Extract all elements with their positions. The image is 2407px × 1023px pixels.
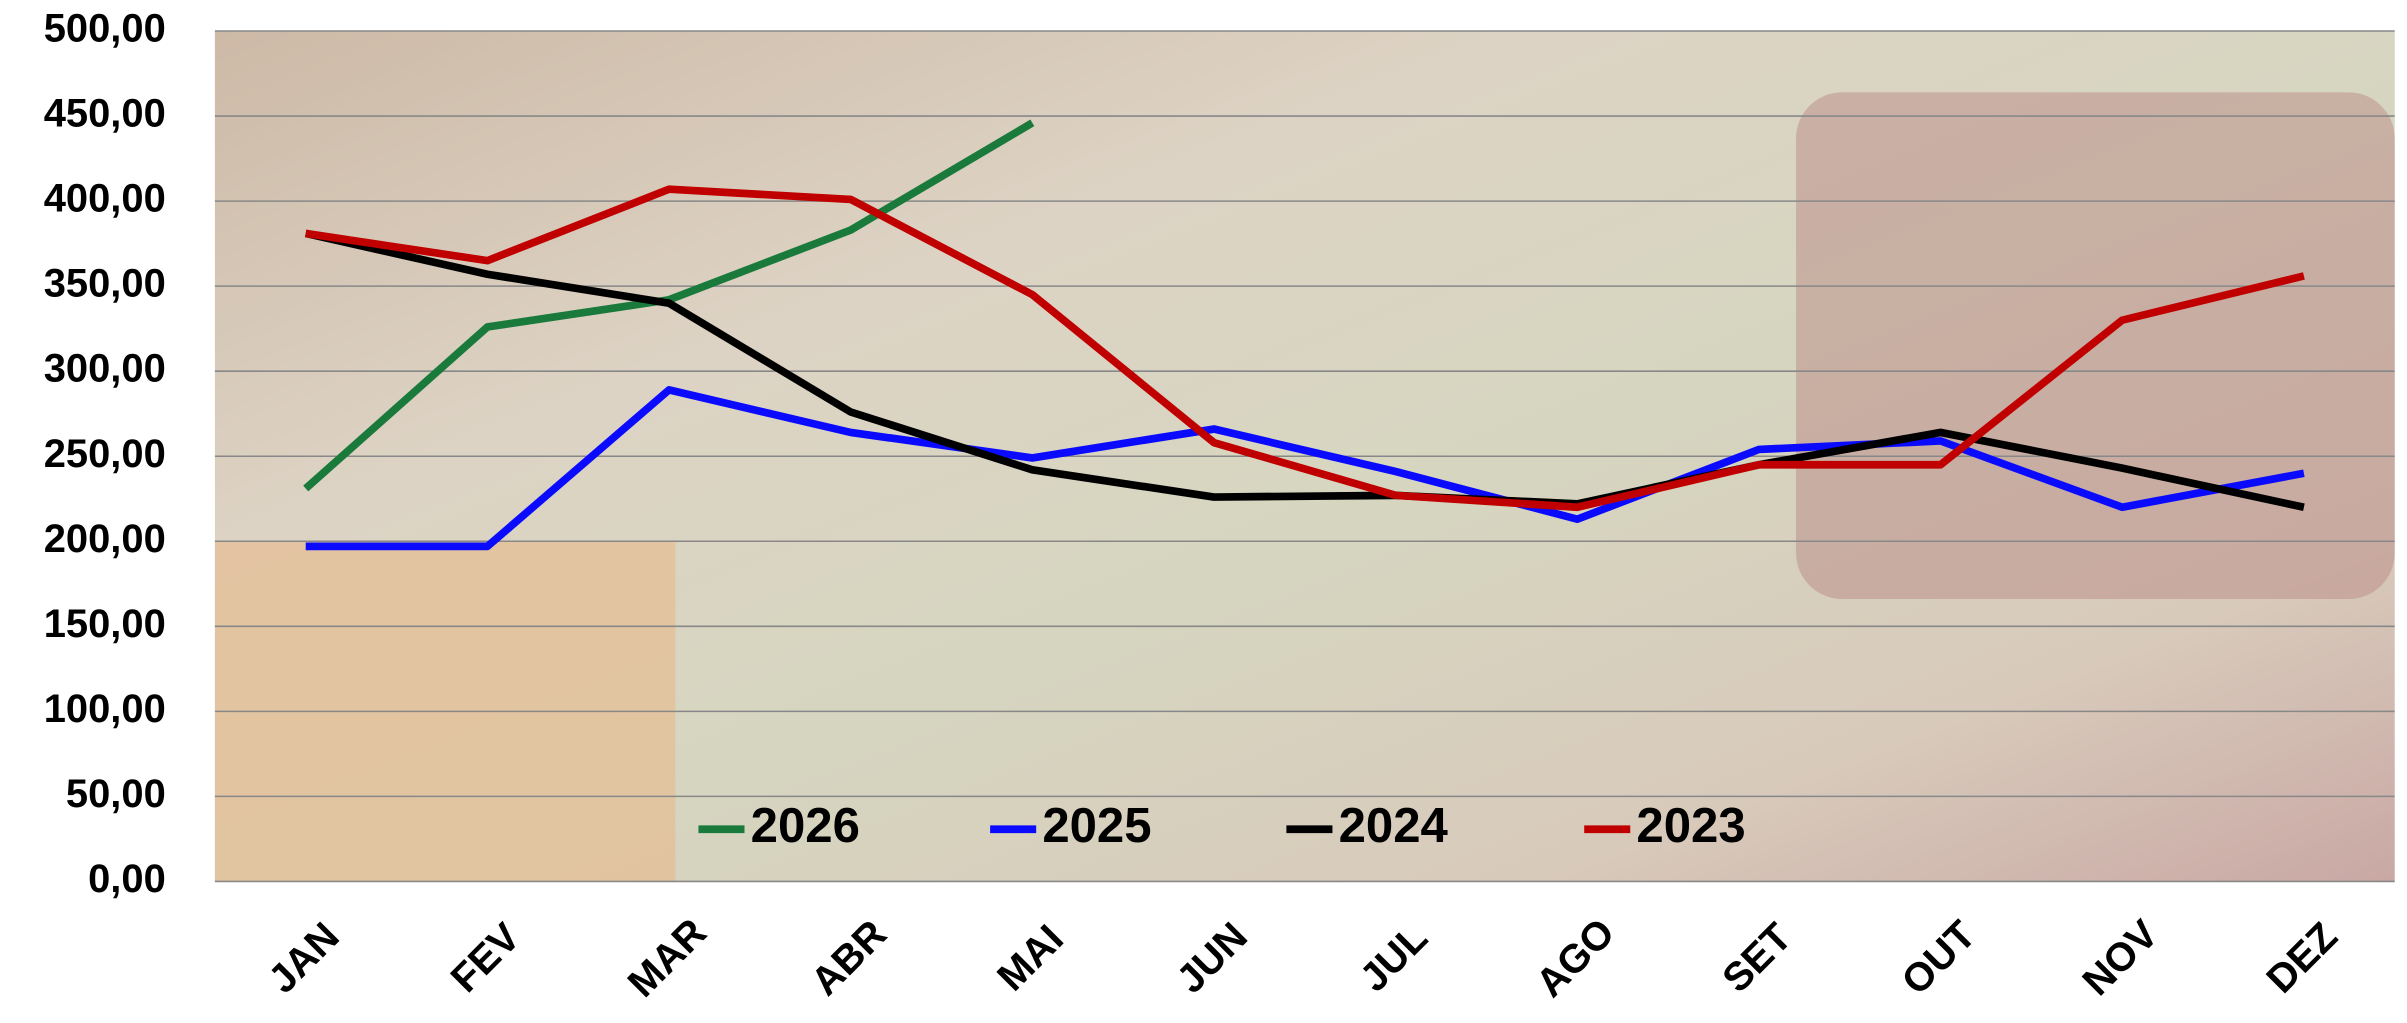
x-tick-label: ABR [803, 912, 895, 1004]
x-tick-label: MAR [620, 910, 715, 1005]
legend-label: 2024 [1339, 799, 1449, 853]
y-tick-label: 500,00 [44, 7, 166, 51]
y-tick-label: 100,00 [44, 687, 166, 731]
x-tick-label: JUL [1352, 916, 1436, 1000]
y-tick-label: 150,00 [44, 602, 166, 646]
y-tick-label: 0,00 [88, 857, 166, 901]
x-tick-label: OUT [1894, 913, 1985, 1004]
x-tick-label: NOV [2074, 912, 2167, 1005]
y-tick-label: 50,00 [66, 772, 166, 816]
series-line [305, 185, 2305, 512]
x-tick-label: FEV [443, 915, 529, 1001]
y-tick-label: 300,00 [44, 347, 166, 391]
x-tick-label: AGO [1528, 910, 1623, 1005]
y-tick-label: 200,00 [44, 517, 166, 561]
legend-label: 2023 [1636, 799, 1745, 853]
x-tick-label: DEZ [2258, 914, 2346, 1002]
y-tick-label: 350,00 [44, 262, 166, 306]
x-tick-label: JAN [260, 914, 348, 1002]
x-tick-label: JUN [1168, 914, 1256, 1002]
y-tick-label: 400,00 [44, 177, 166, 221]
legend-label: 2025 [1042, 799, 1151, 853]
y-tick-label: 450,00 [44, 92, 166, 136]
series-line [305, 386, 2305, 551]
x-tick-label: MAI [989, 917, 1072, 1000]
legend-label: 2026 [751, 799, 860, 853]
y-tick-label: 250,00 [44, 432, 166, 476]
x-tick-label: SET [1714, 915, 1800, 1001]
